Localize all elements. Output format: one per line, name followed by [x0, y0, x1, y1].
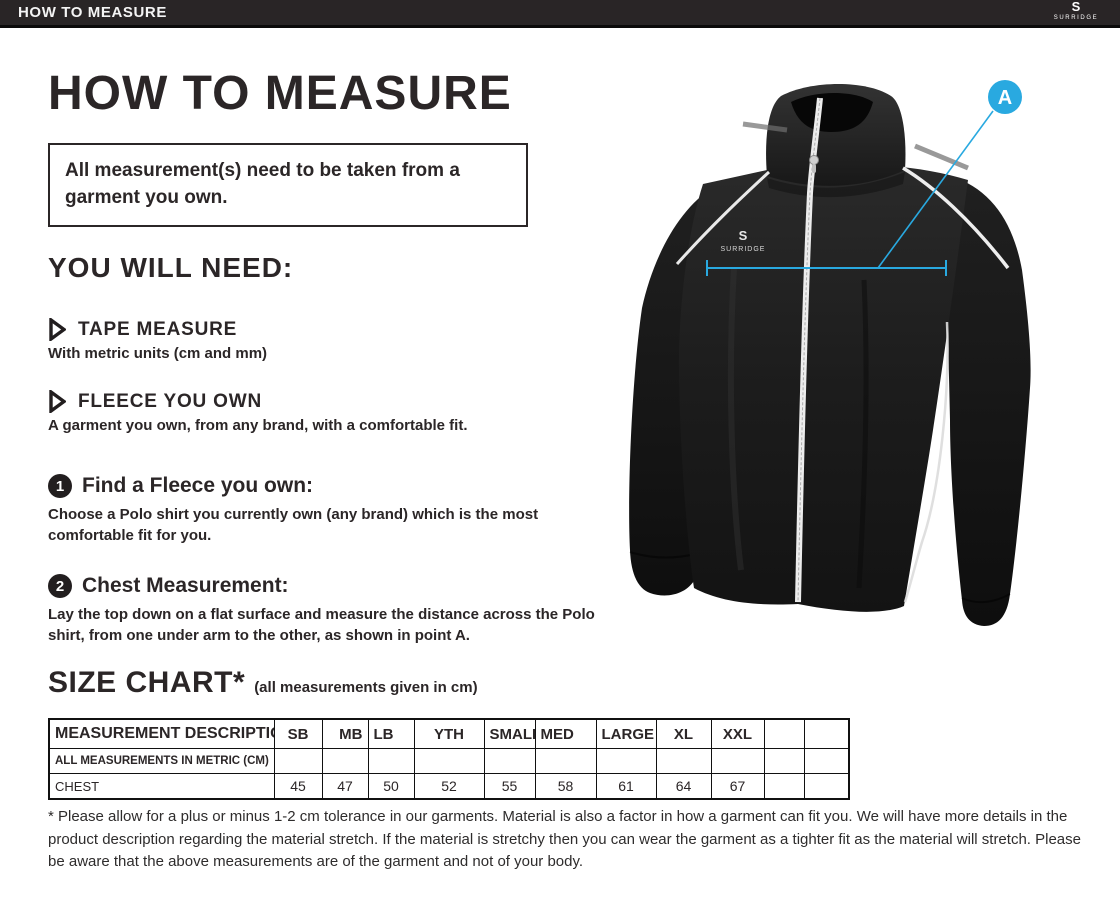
cell [803, 748, 850, 774]
surridge-logo: S SURRIDGE [1046, 0, 1106, 23]
table-row-chest: CHEST 45 47 50 52 55 58 61 64 67 [48, 773, 850, 800]
fleece-jacket-illustration: S SURRIDGE A [629, 80, 1031, 626]
cell [483, 748, 536, 774]
jacket-right-sleeve [946, 178, 1031, 626]
column-header: XL [655, 718, 712, 749]
column-header [803, 718, 850, 749]
table-row-units: ALL MEASUREMENTS IN METRIC (CM) [48, 748, 850, 774]
top-bar-title: HOW TO MEASURE [18, 4, 167, 21]
side-piping [903, 321, 949, 603]
step-1: 1 Find a Fleece you own: Choose a Polo s… [48, 474, 628, 546]
cell [803, 773, 850, 800]
fleece-jacket-figure: S SURRIDGE A [612, 68, 1082, 648]
column-header: SB [273, 718, 323, 749]
triangle-bullet-icon [49, 390, 66, 413]
step-title: Find a Fleece you own: [82, 474, 314, 497]
cell [273, 748, 323, 774]
row-label: CHEST [48, 773, 275, 800]
step-description: Lay the top down on a flat surface and m… [48, 606, 595, 644]
column-header: YTH [413, 718, 485, 749]
zipper-pull [809, 155, 819, 165]
chest-logo-wordmark: SURRIDGE [721, 246, 766, 253]
fabric-fold [856, 279, 869, 589]
need-item-tape-measure: TAPE MEASURE With metric units (cm and m… [48, 318, 267, 362]
need-item-fleece: FLEECE YOU OWN A garment you own, from a… [48, 390, 467, 434]
point-a-marker [988, 80, 1022, 114]
need-item-label: FLEECE YOU OWN [78, 390, 262, 412]
raglan-piping-left [675, 170, 771, 266]
chest-logo-s-icon: S [739, 228, 748, 243]
column-header: SMALL [483, 718, 536, 749]
jacket-body [678, 164, 968, 612]
column-header: LB [367, 718, 415, 749]
size-chart-subtitle: (all measurements given in cm) [254, 679, 478, 696]
fabric-fold [727, 267, 744, 571]
cell [321, 748, 369, 774]
shoulder-strip [742, 121, 788, 133]
surridge-wordmark: SURRIDGE [1053, 15, 1099, 21]
shoulder-strip [914, 143, 969, 171]
raglan-piping-right [902, 166, 1010, 270]
column-header: MEASUREMENT DESCRIPTION [48, 718, 275, 749]
cell [763, 748, 805, 774]
right-cuff-seam [961, 593, 1011, 604]
cell: 45 [273, 773, 323, 800]
need-item-description: With metric units (cm and mm) [48, 345, 268, 362]
collar-shadow [767, 172, 905, 198]
column-header: LARGE [595, 718, 657, 749]
surridge-s-icon: S [1071, 0, 1081, 14]
cell [655, 748, 712, 774]
size-chart-table: MEASUREMENT DESCRIPTION SB MB LB YTH SMA… [48, 718, 850, 800]
cell [413, 748, 485, 774]
step-number-badge: 1 [48, 474, 72, 498]
cell: 61 [595, 773, 657, 800]
size-chart-header-row: MEASUREMENT DESCRIPTION SB MB LB YTH SMA… [48, 718, 850, 749]
step-description: Choose a Polo shirt you currently own (a… [48, 506, 539, 544]
cell: 67 [710, 773, 765, 800]
need-item-description: A garment you own, from any brand, with … [48, 417, 468, 434]
cell [763, 773, 805, 800]
cell [595, 748, 657, 774]
pointer-line [877, 110, 994, 269]
you-will-need-heading: YOU WILL NEED: [48, 252, 294, 283]
cell: 50 [367, 773, 415, 800]
size-chart-title: SIZE CHART* [48, 666, 246, 699]
step-number-badge: 2 [48, 574, 72, 598]
cell: 55 [483, 773, 536, 800]
cell [710, 748, 765, 774]
column-header: MB [321, 718, 369, 749]
step-2: 2 Chest Measurement: Lay the top down on… [48, 574, 628, 646]
cell: 64 [655, 773, 712, 800]
left-cuff-seam [629, 551, 696, 559]
triangle-bullet-icon [49, 318, 66, 341]
size-chart-heading: SIZE CHART* (all measurements given in c… [48, 666, 478, 700]
row-label: ALL MEASUREMENTS IN METRIC (CM) [48, 748, 275, 774]
column-header: MED [534, 718, 597, 749]
column-header: XXL [710, 718, 765, 749]
top-bar: HOW TO MEASURE S SURRIDGE [0, 0, 1120, 28]
need-item-label: TAPE MEASURE [78, 318, 238, 340]
cell [367, 748, 415, 774]
column-header [763, 718, 805, 749]
cell: 47 [321, 773, 369, 800]
cell: 52 [413, 773, 485, 800]
point-a-label: A [998, 87, 1012, 109]
tolerance-footnote: * Please allow for a plus or minus 1-2 c… [48, 808, 1081, 870]
zipper-tab [812, 164, 816, 173]
page-title: HOW TO MEASURE [48, 67, 512, 120]
cell: 58 [534, 773, 597, 800]
step-title: Chest Measurement: [82, 574, 289, 597]
collar-opening [791, 93, 873, 132]
measurement-notice-box: All measurement(s) need to be taken from… [48, 143, 528, 227]
cell [534, 748, 597, 774]
